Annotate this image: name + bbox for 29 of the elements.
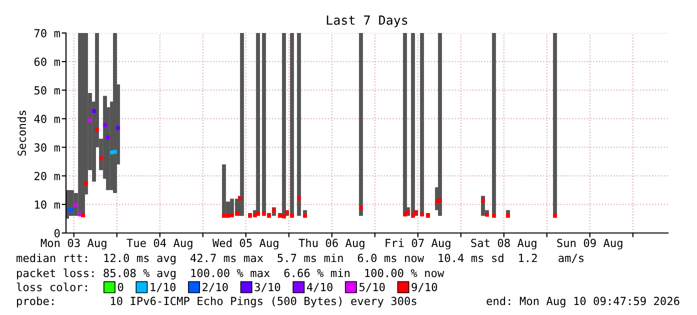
y-tick-label: 10 m [35, 200, 60, 209]
chart-title: Last 7 Days [326, 16, 408, 28]
y-tick-label: 30 m [34, 143, 60, 152]
y-tick-label: 40 m [34, 114, 60, 124]
text: probe: 10 IPv6-ICMP Echo Pings (500 Bytes) every 300s [17, 296, 416, 308]
text: packet loss: 85.08 % avg 100.00 % max 6.66 % min 100.00 % now [17, 268, 444, 280]
x-tick-label: Wed 05 Aug [212, 238, 278, 250]
x-tick-label: Mon 03 Aug [40, 238, 106, 250]
y-tick-label: 20 m [34, 172, 60, 180]
legend-label: 0 [118, 282, 124, 292]
x-tick-label: Tue 04 Aug [126, 238, 192, 250]
legend-label: 3/10 [254, 282, 280, 292]
text: end: Mon Aug 10 09:47:59 2026 [486, 296, 680, 308]
y-tick-label: 50 m [34, 86, 60, 95]
legend-label: 4/10 [306, 282, 332, 292]
x-tick-label: Fri 07 Aug [386, 238, 450, 250]
y-tick-label: 0 [54, 229, 60, 238]
legend-label: 9/10 [412, 282, 438, 292]
legend-label: 5/10 [359, 282, 385, 292]
legend-label: 1/10 [150, 282, 176, 292]
x-tick-label: Sun 09 Aug [557, 238, 622, 250]
text: loss color: [16, 282, 87, 292]
y-tick-label: 70 m [34, 29, 60, 38]
y-tick-label: 60 m [34, 58, 60, 66]
x-tick-label: Sat 08 Aug [471, 238, 536, 250]
x-tick-label: Thu 06 Aug [298, 238, 364, 250]
y-axis-title: Seconds [17, 110, 26, 156]
legend-label: 2/10 [202, 282, 228, 292]
text: median rtt: 12.0 ms avg 42.7 ms max 5.7 ms min 6.0 ms now 10.4 ms sd 1.2 am/s [16, 254, 584, 264]
